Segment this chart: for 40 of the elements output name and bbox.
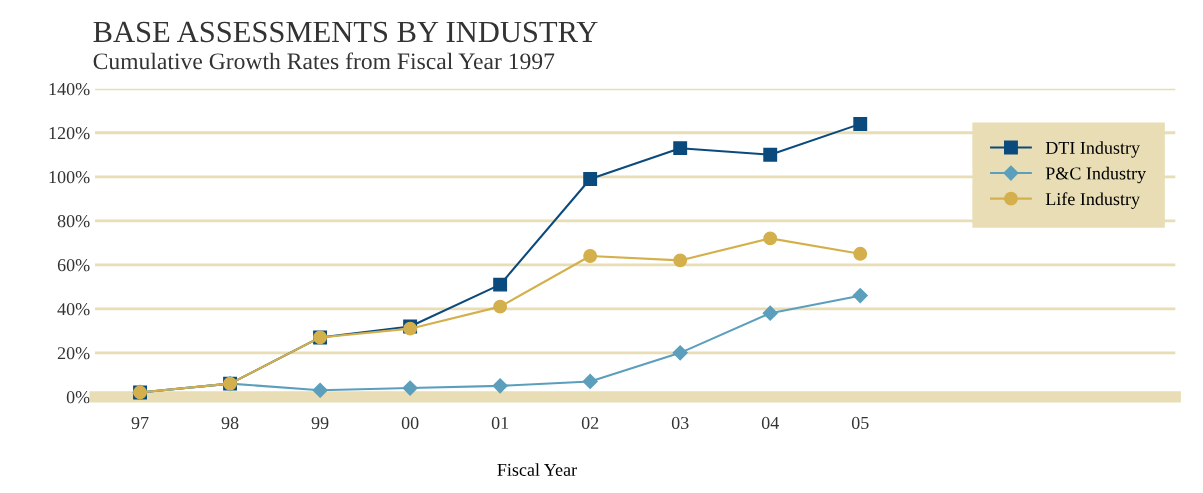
y-tick-label: 80% bbox=[57, 215, 90, 228]
point bbox=[673, 253, 688, 268]
chart-subtitle: Cumulative Growth Rates from Fiscal Year 1997 bbox=[93, 52, 555, 70]
y-tick-label: 20% bbox=[57, 347, 90, 360]
legend-label: Life Industry bbox=[1045, 192, 1140, 209]
point bbox=[763, 231, 778, 246]
y-tick-label: 0% bbox=[66, 391, 90, 404]
y-tick-label: 140% bbox=[49, 83, 90, 96]
point bbox=[492, 378, 508, 394]
point bbox=[493, 299, 508, 314]
x-tick-label: 97 bbox=[131, 416, 149, 430]
x-tick-label: 03 bbox=[671, 416, 689, 430]
point bbox=[583, 249, 598, 263]
point bbox=[673, 141, 688, 156]
chart-title: BASE ASSESSMENTS BY INDUSTRY bbox=[93, 21, 598, 43]
point bbox=[493, 277, 508, 292]
point bbox=[763, 147, 778, 162]
x-tick-label: 99 bbox=[311, 416, 329, 430]
x-tick-label: 00 bbox=[401, 416, 419, 430]
x-axis-title: Fiscal Year bbox=[497, 463, 577, 476]
point bbox=[583, 172, 598, 186]
y-tick-label: 100% bbox=[49, 171, 90, 184]
legend-label: P&C Industry bbox=[1045, 166, 1147, 184]
point bbox=[672, 345, 688, 361]
x-tick-label: 98 bbox=[221, 416, 239, 430]
legend-label: DTI Industry bbox=[1045, 141, 1140, 158]
y-tick-label: 40% bbox=[57, 303, 90, 316]
y-tick-label: 60% bbox=[57, 259, 90, 272]
point bbox=[582, 373, 598, 390]
point bbox=[312, 382, 328, 398]
x-tick-label: 02 bbox=[581, 416, 599, 430]
x-tick-label: 04 bbox=[761, 416, 779, 430]
point bbox=[762, 305, 778, 321]
point bbox=[853, 117, 868, 131]
y-tick-label: 120% bbox=[49, 127, 90, 140]
x-tick-label: 01 bbox=[491, 416, 509, 430]
x-tick-label: 05 bbox=[851, 416, 869, 430]
point bbox=[852, 288, 868, 304]
point bbox=[853, 246, 868, 261]
point bbox=[402, 380, 418, 396]
